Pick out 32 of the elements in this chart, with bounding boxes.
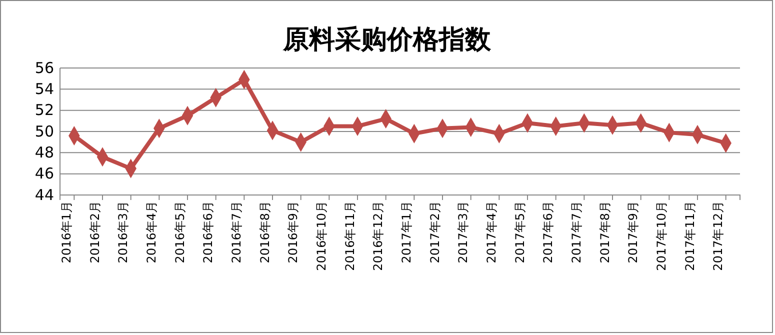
x-tick-label: 2017年1月 [400, 201, 414, 264]
x-tick-label: 2017年9月 [626, 201, 640, 264]
y-tick-label: 56 [34, 58, 54, 77]
x-tick-label: 2016年7月 [230, 201, 244, 264]
x-tick-label: 2017年7月 [570, 201, 584, 264]
x-tick-label: 2017年5月 [512, 201, 527, 264]
x-tick-label: 2017年4月 [484, 201, 499, 264]
x-tick-label: 2016年5月 [172, 201, 187, 264]
x-tick-label: 2016年11月 [342, 201, 357, 271]
y-tick-label: 46 [34, 164, 54, 183]
x-tick-label: 2016年4月 [144, 201, 159, 264]
x-tick-label: 2017年12月 [711, 201, 726, 271]
x-tick-label: 2017年2月 [428, 201, 442, 264]
x-tick-label: 2016年1月 [60, 201, 74, 264]
x-tick-label: 2017年6月 [541, 201, 556, 264]
x-tick-label: 2017年3月 [456, 201, 470, 264]
chart-title: 原料采购价格指数 [282, 25, 492, 55]
y-tick-label: 50 [34, 122, 54, 140]
y-tick-label: 54 [34, 80, 54, 98]
x-tick-label: 2016年3月 [116, 201, 130, 264]
x-tick-label: 2017年8月 [598, 201, 612, 264]
x-tick-label: 2016年10月 [314, 201, 329, 271]
y-tick-label: 48 [34, 143, 54, 162]
x-tick-label: 2017年10月 [654, 201, 669, 271]
y-tick-label: 52 [34, 101, 54, 120]
y-tick-label: 44 [34, 186, 54, 204]
x-tick-label: 2016年6月 [201, 201, 216, 264]
x-tick-label: 2016年8月 [258, 201, 272, 264]
x-tick-label: 2016年12月 [371, 201, 386, 271]
x-tick-label: 2016年2月 [88, 201, 102, 264]
x-tick-label: 2016年9月 [286, 201, 300, 264]
x-tick-label: 2017年11月 [682, 201, 697, 271]
